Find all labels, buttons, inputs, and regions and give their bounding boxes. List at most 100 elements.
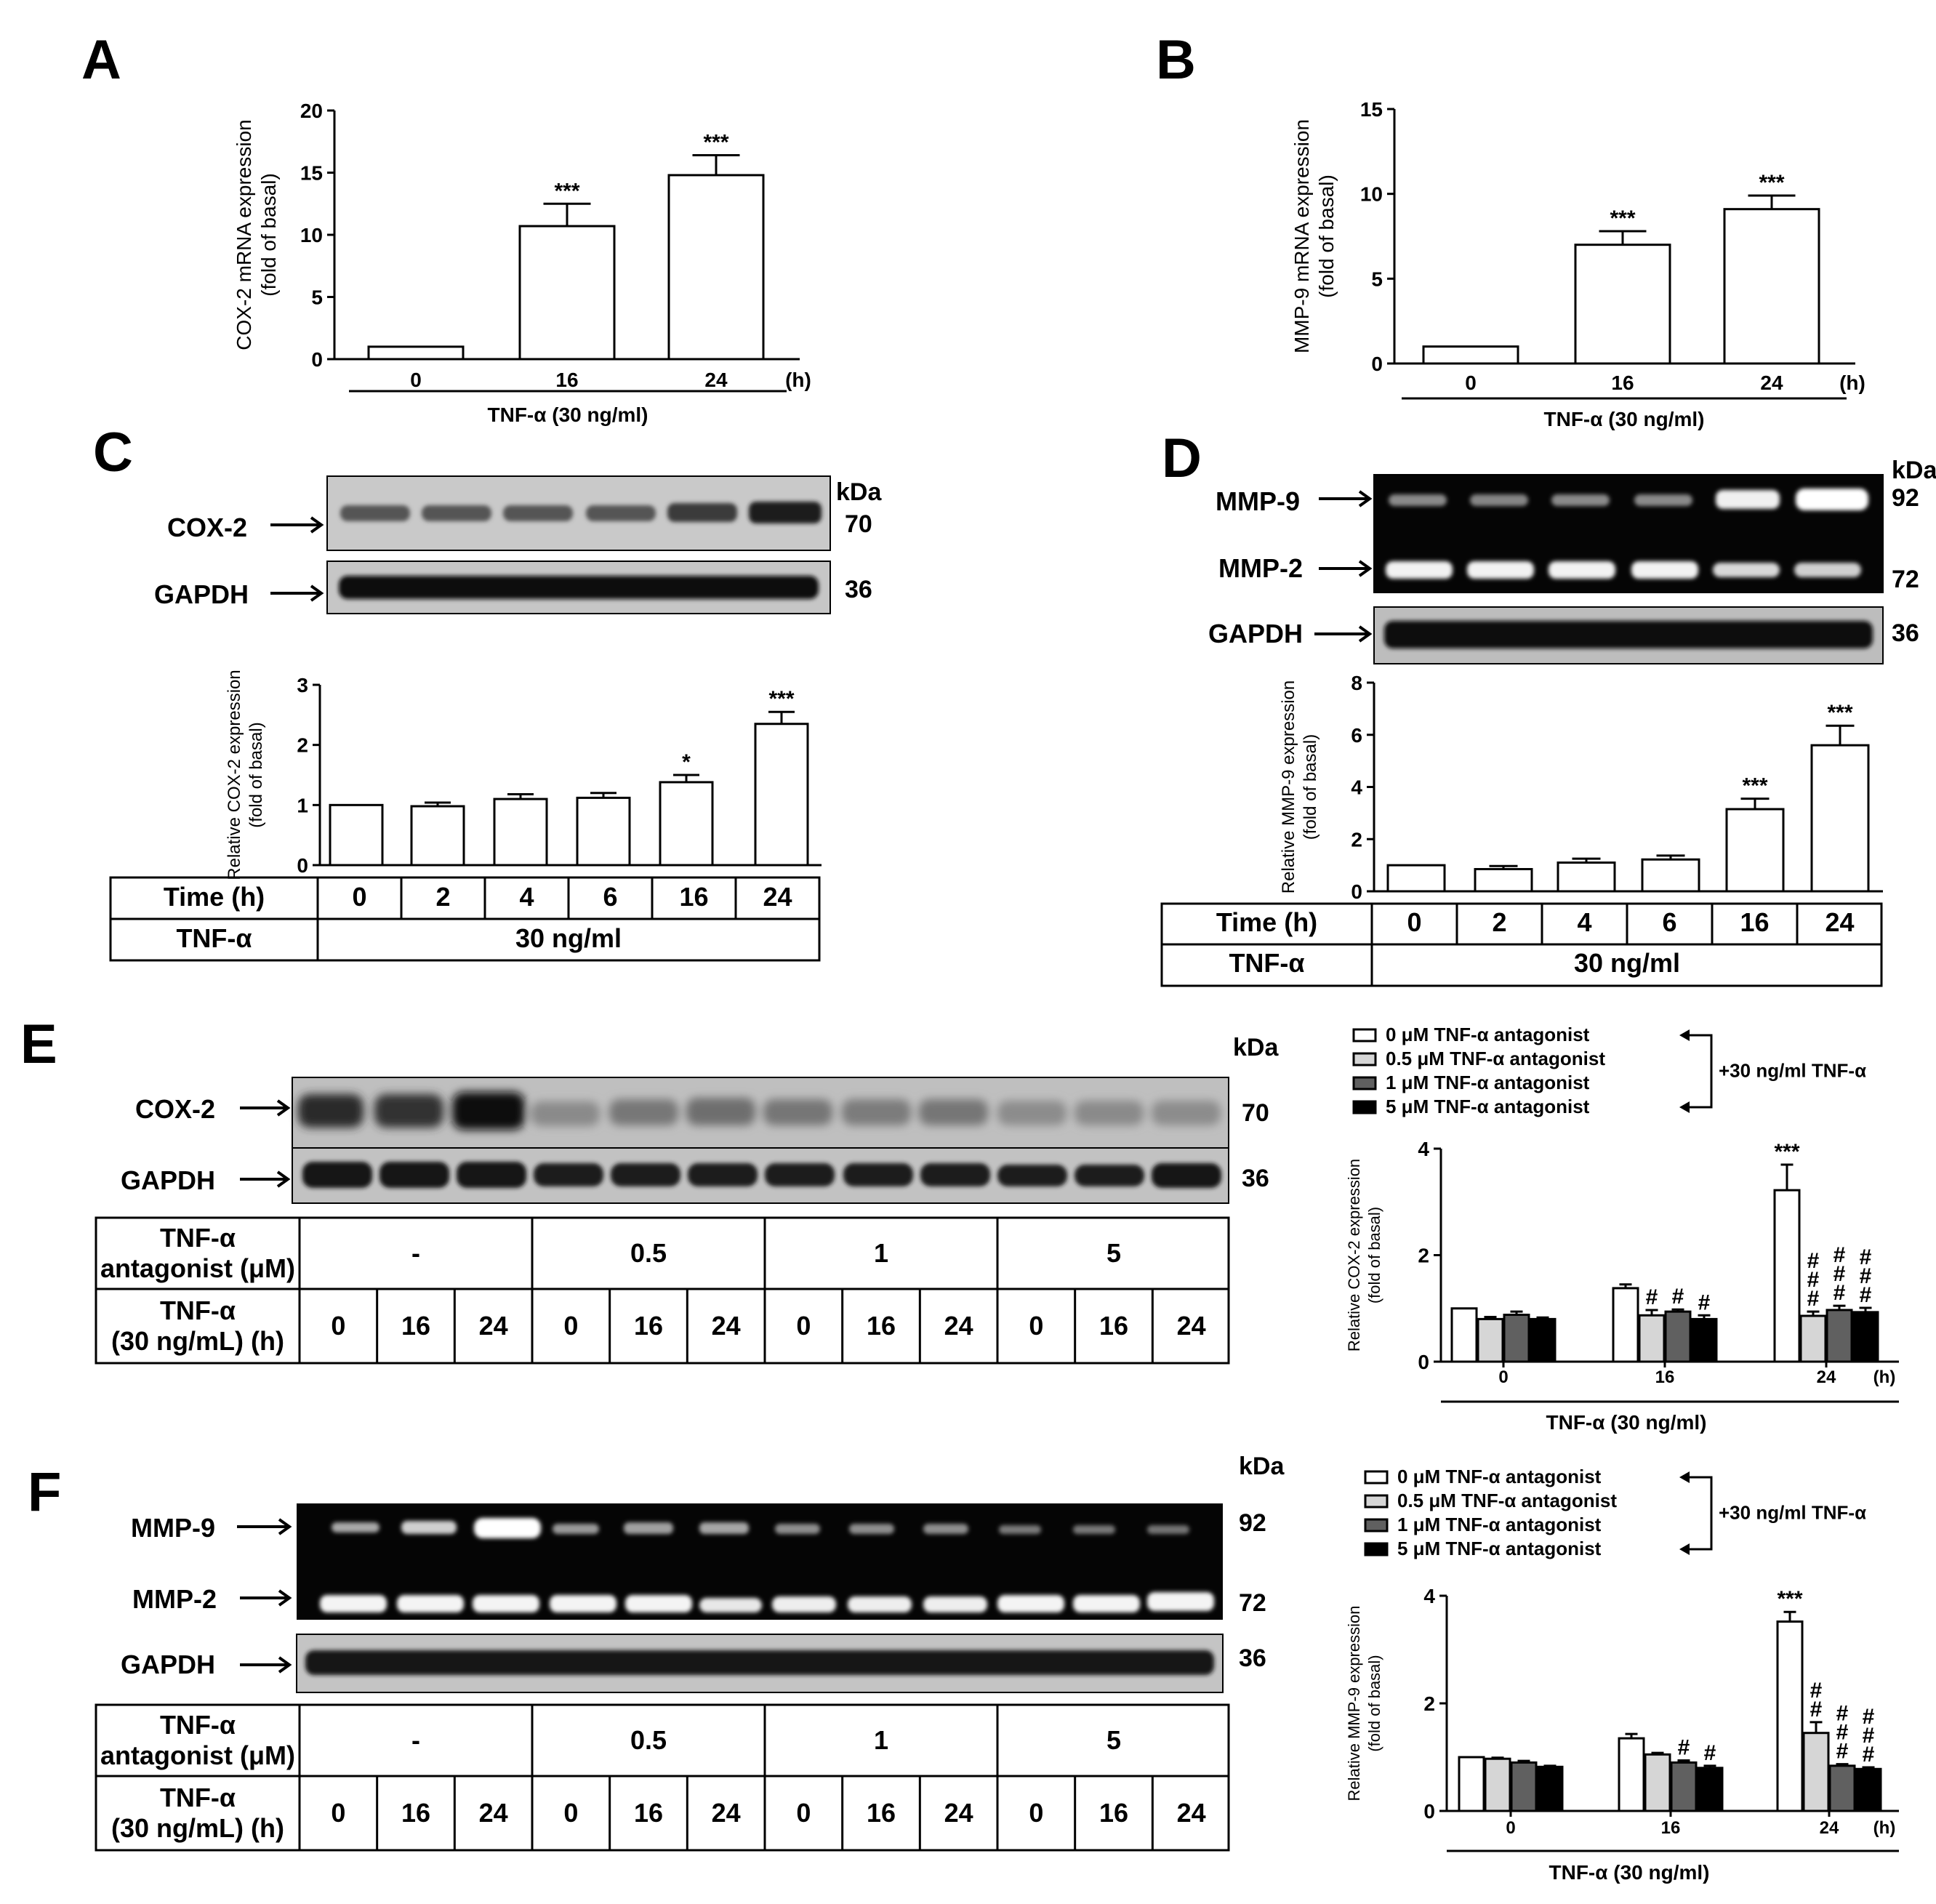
table-header: TNF-α — [160, 1223, 236, 1253]
table-cell: 24 — [763, 882, 792, 912]
band — [1075, 1165, 1144, 1186]
band — [923, 1596, 987, 1612]
arrow-icon — [1319, 560, 1373, 577]
y-tick-label: 10 — [300, 224, 323, 246]
table-cell: 1 — [874, 1725, 888, 1755]
band — [763, 1099, 832, 1125]
band — [379, 1162, 449, 1188]
y-tick-label: 0 — [1418, 1351, 1429, 1373]
significance-label: # — [1836, 1702, 1849, 1726]
bar — [1529, 1317, 1557, 1363]
band-label: MMP-9 — [131, 1513, 215, 1543]
table-cell: 30 ng/ml — [515, 923, 622, 953]
band — [452, 1092, 525, 1130]
y-tick-label: 4 — [1423, 1585, 1435, 1607]
band — [1794, 563, 1861, 577]
x-tick-label: 24 — [1817, 1367, 1836, 1387]
band — [302, 1162, 372, 1188]
table-header: TNF-α — [160, 1296, 236, 1325]
band — [919, 1099, 988, 1125]
bar — [1852, 1311, 1879, 1363]
significance-label: *** — [1610, 206, 1635, 230]
bar — [1574, 244, 1671, 365]
significance-label: # — [1863, 1743, 1875, 1767]
bar — [1855, 1767, 1882, 1812]
legend-bracket — [1682, 1476, 1713, 1551]
legend-swatch — [1352, 1052, 1377, 1067]
band — [298, 1094, 363, 1128]
band — [374, 1094, 443, 1128]
blot-e-cox2-membrane — [292, 1077, 1229, 1158]
table-header: TNF-α — [176, 923, 252, 953]
significance-label: # — [1833, 1243, 1846, 1267]
kda-value: 92 — [1239, 1509, 1266, 1537]
table-cell: 0.5 — [630, 1238, 667, 1268]
band — [1147, 1525, 1189, 1534]
table-cell: 24 — [712, 1798, 741, 1828]
band-label: GAPDH — [121, 1650, 215, 1679]
blot-e-cox2-bands — [298, 1092, 1221, 1130]
significance-label: # — [1810, 1698, 1823, 1722]
x-tick-label: 24 — [704, 369, 728, 391]
band — [305, 1650, 1214, 1675]
arrow-icon — [270, 585, 324, 602]
legend-label: 0.5 μM TNF-α antagonist — [1386, 1048, 1605, 1069]
band — [332, 1522, 379, 1533]
arrow-icon — [240, 1099, 291, 1117]
y-axis-label: Relative MMP-9 expression — [1279, 680, 1298, 893]
y-tick-label: 5 — [1371, 268, 1383, 290]
table-cell: 24 — [944, 1798, 973, 1828]
table-cell: 6 — [1662, 907, 1676, 937]
band — [1631, 561, 1698, 579]
band — [401, 1521, 457, 1534]
bar — [667, 174, 765, 361]
significance-label: * — [682, 750, 691, 774]
band — [1716, 490, 1780, 509]
bar — [1799, 1314, 1827, 1363]
band — [550, 1595, 616, 1612]
band — [849, 1524, 894, 1534]
bar — [1422, 345, 1519, 365]
band-label: MMP-2 — [132, 1584, 217, 1614]
table-cell: 5 — [1106, 1238, 1121, 1268]
table-cell: 0 — [1407, 907, 1421, 937]
y-axis-label: MMP-9 mRNA expression — [1290, 119, 1313, 353]
legend-label: 0 μM TNF-α antagonist — [1386, 1024, 1590, 1045]
band — [422, 505, 491, 521]
band — [1470, 494, 1528, 506]
bar — [367, 345, 465, 361]
bar — [1474, 868, 1533, 893]
chart-c: 0 1 2 3 Relative COX-2 expression (fold of ba… — [225, 670, 822, 880]
x-unit-label: (h) — [1873, 1367, 1896, 1387]
bar — [1776, 1620, 1804, 1812]
band — [1073, 1525, 1115, 1534]
bar — [1690, 1317, 1718, 1363]
legend-label: 5 μM TNF-α antagonist — [1397, 1538, 1602, 1559]
table-cell: 16 — [401, 1311, 430, 1341]
kda-value: 70 — [845, 510, 872, 538]
kda-value: 72 — [1239, 1589, 1266, 1617]
significance-label: # — [1807, 1287, 1820, 1311]
band — [1389, 494, 1447, 506]
band — [1386, 561, 1453, 579]
table-cell: - — [411, 1725, 420, 1755]
table-header: (30 ng/mL) (h) — [111, 1326, 284, 1356]
bar — [1618, 1737, 1645, 1812]
band — [1549, 561, 1615, 579]
bar — [1484, 1757, 1511, 1812]
panel-label-e: E — [20, 1013, 57, 1075]
table-header: Time (h) — [164, 882, 265, 912]
table-header: TNF-α — [1229, 948, 1304, 978]
y-tick-label: 5 — [311, 286, 323, 309]
legend-swatch — [1364, 1542, 1389, 1556]
significance-label: # — [1672, 1285, 1684, 1309]
blot-f: MMP-9 MMP-2 GAPDH kDa 92 72 36 — [121, 1453, 1285, 1693]
y-tick-label: 2 — [1418, 1245, 1429, 1267]
table-cell: 0 — [796, 1311, 811, 1341]
band-label: GAPDH — [1208, 619, 1303, 648]
band — [586, 505, 656, 521]
significance-label: *** — [1774, 1140, 1799, 1164]
y-tick-label: 8 — [1351, 672, 1362, 694]
y-tick-label: 4 — [1351, 776, 1362, 799]
legend: 0 μM TNF-α antagonist 0.5 μM TNF-α antago… — [1352, 1024, 1866, 1117]
